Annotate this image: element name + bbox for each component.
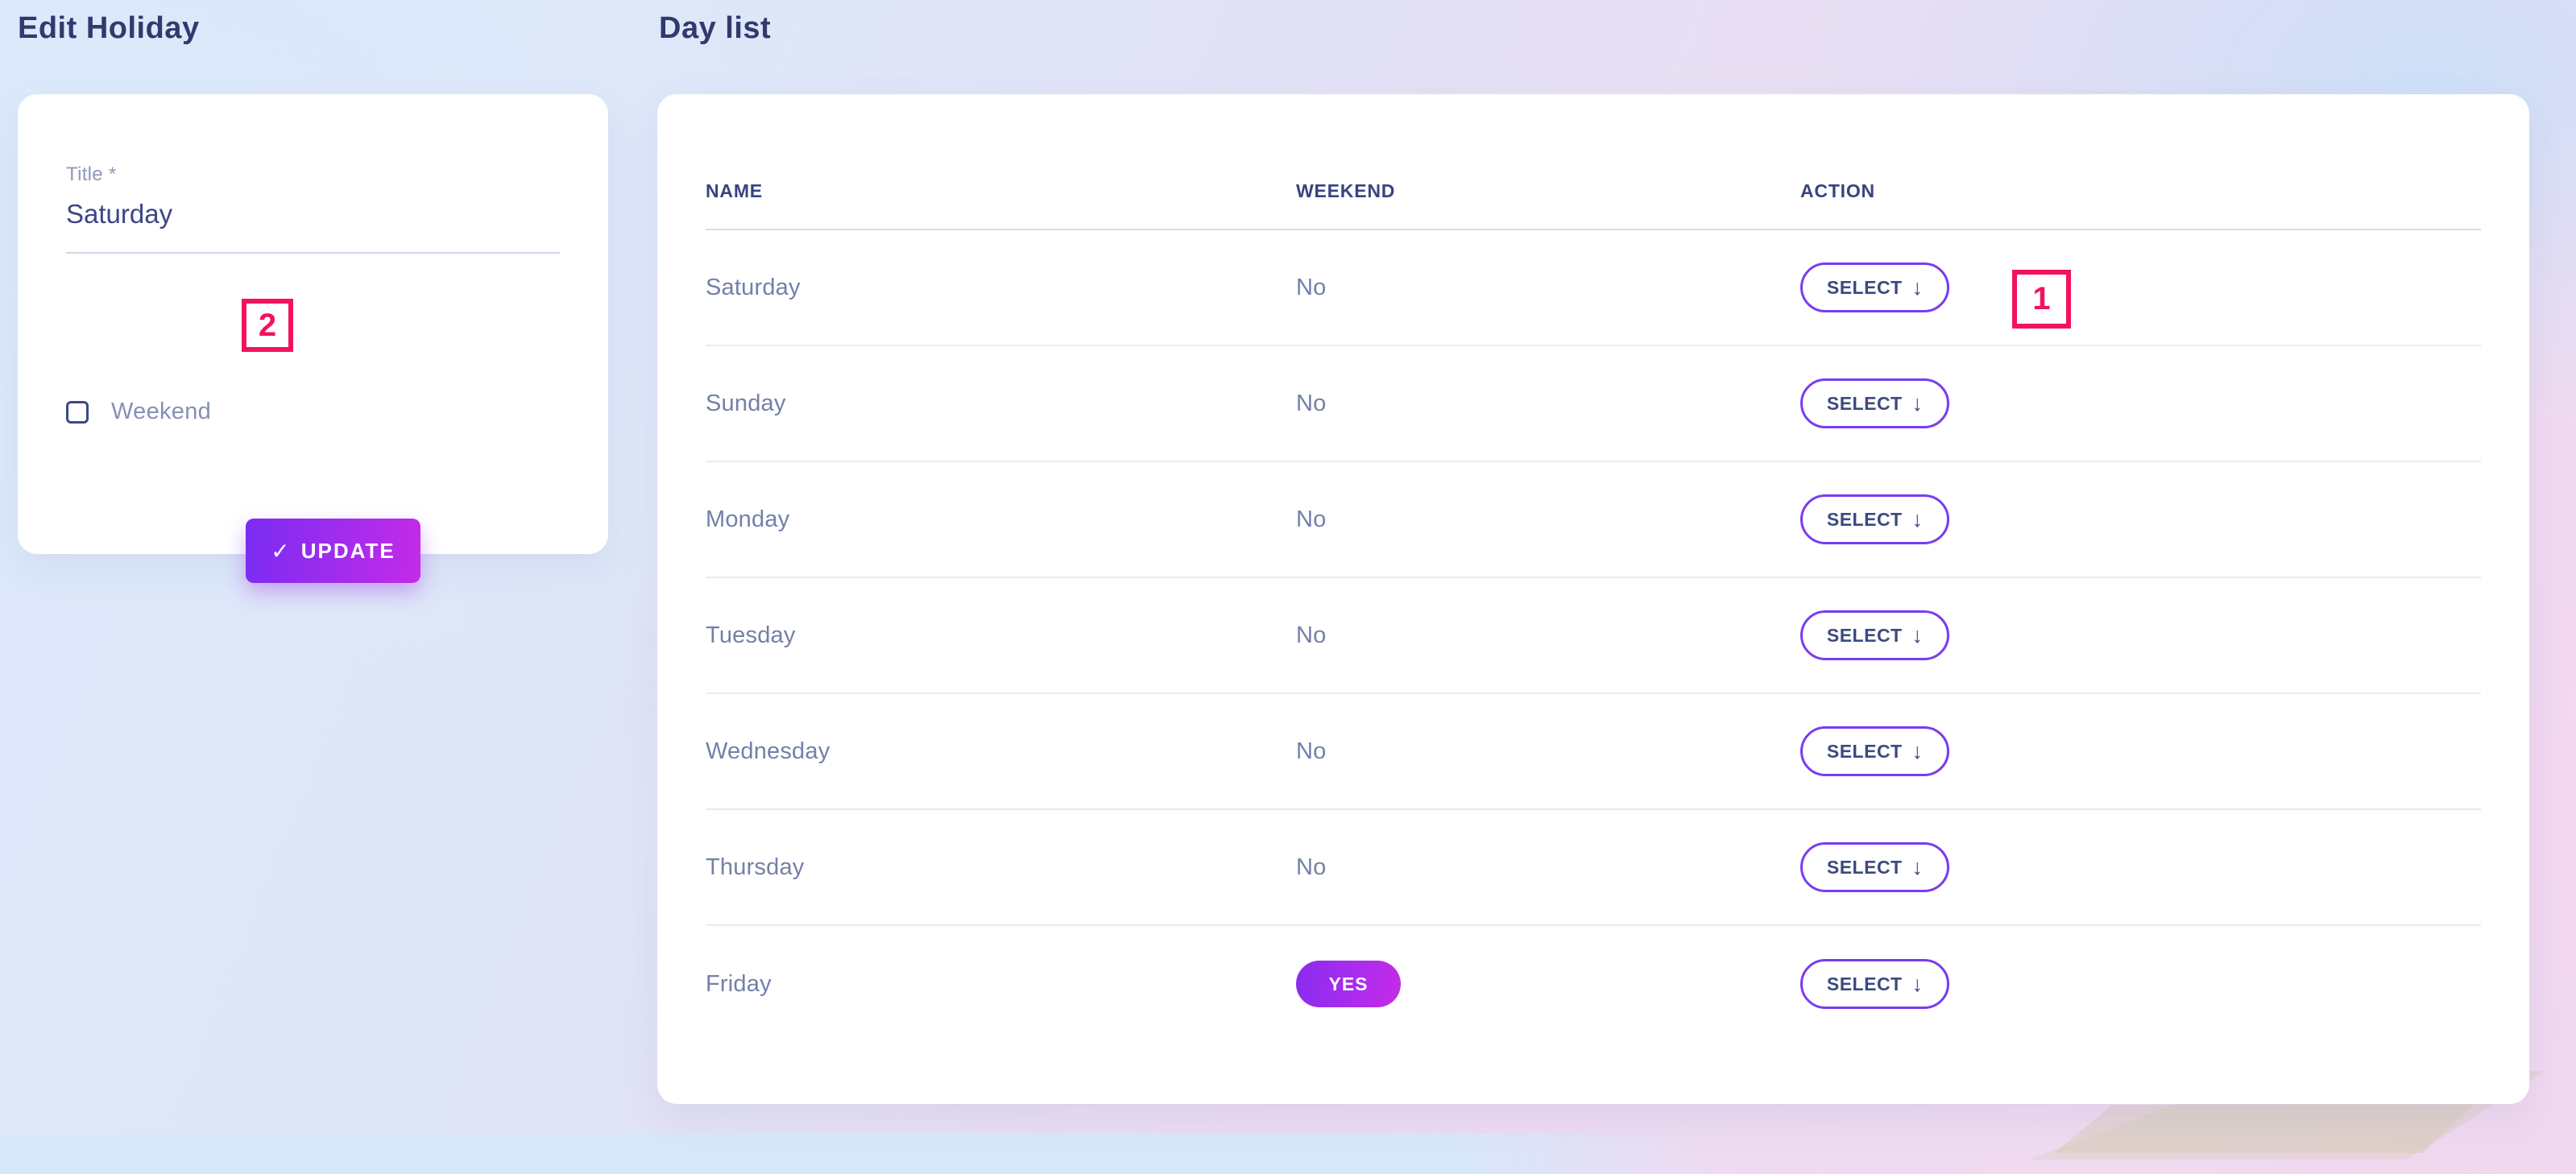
select-button[interactable]: SELECT ↓ [1800,262,1949,312]
title-input-underline [66,252,560,254]
arrow-down-icon: ↓ [1911,738,1924,763]
day-name: Saturday [706,274,801,300]
weekend-checkbox[interactable] [66,400,89,424]
select-button[interactable]: SELECT ↓ [1800,378,1949,428]
weekend-value: No [1296,622,1327,648]
background-bottom-band [0,1134,1708,1174]
table-row: Saturday No SELECT ↓ [706,230,2481,346]
annotation-box-1: 1 [2012,270,2071,329]
arrow-down-icon: ↓ [1911,854,1924,879]
table-row: Tuesday No SELECT ↓ [706,578,2481,694]
weekend-value: No [1296,390,1327,416]
select-button[interactable]: SELECT ↓ [1800,959,1949,1009]
arrow-down-icon: ↓ [1911,622,1924,647]
select-button-label: SELECT [1826,624,1903,646]
weekend-value: No [1296,738,1327,764]
weekend-yes-badge: YES [1296,961,1401,1007]
day-name: Tuesday [706,622,796,648]
column-header-weekend: WEEKEND [1296,180,1396,201]
select-button[interactable]: SELECT ↓ [1800,610,1949,660]
check-icon: ✓ [271,538,290,564]
select-button-label: SELECT [1826,856,1903,878]
weekend-value: No [1296,274,1327,300]
select-button[interactable]: SELECT ↓ [1800,726,1949,776]
day-name: Monday [706,506,790,532]
select-button[interactable]: SELECT ↓ [1800,494,1949,544]
page-title-edit-holiday: Edit Holiday [18,11,200,45]
select-button-label: SELECT [1826,740,1903,762]
edit-holiday-card: Title * Saturday Weekend ✓ UPDATE [18,94,608,583]
weekend-value: No [1296,854,1327,880]
day-name: Thursday [706,854,805,880]
arrow-down-icon: ↓ [1911,506,1924,531]
table-row: Wednesday No SELECT ↓ [706,694,2481,810]
weekend-checkbox-label: Weekend [111,399,212,424]
table-row: Friday YES SELECT ↓ [706,926,2481,1042]
select-button-label: SELECT [1826,276,1903,298]
select-button-label: SELECT [1826,973,1903,994]
select-button-label: SELECT [1826,392,1903,414]
annotation-box-2: 2 [242,299,293,352]
day-name: Friday [706,970,772,997]
weekend-value: No [1296,506,1327,532]
column-header-action: ACTION [1800,180,1875,201]
update-button[interactable]: ✓ UPDATE [246,519,420,583]
select-button-label: SELECT [1826,508,1903,530]
arrow-down-icon: ↓ [1911,275,1924,300]
background-polygon [2054,1105,2473,1153]
page-title-day-list: Day list [659,11,772,45]
day-name: Wednesday [706,738,830,764]
title-input[interactable]: Saturday [66,199,173,229]
table-row: Monday No SELECT ↓ [706,462,2481,578]
update-button-label: UPDATE [300,538,396,563]
title-field-label: Title * [66,163,117,185]
column-header-name: NAME [706,180,763,201]
title-field[interactable]: Title * Saturday [66,163,560,254]
arrow-down-icon: ↓ [1911,971,1924,996]
table-row: Thursday No SELECT ↓ [706,810,2481,926]
select-button[interactable]: SELECT ↓ [1800,842,1949,892]
day-name: Sunday [706,390,786,416]
table-row: Sunday No SELECT ↓ [706,346,2481,462]
arrow-down-icon: ↓ [1911,391,1924,415]
day-list-card: NAME WEEKEND ACTION Saturday No SELECT ↓ … [657,94,2529,1104]
table-header-row: NAME WEEKEND ACTION [706,94,2481,230]
